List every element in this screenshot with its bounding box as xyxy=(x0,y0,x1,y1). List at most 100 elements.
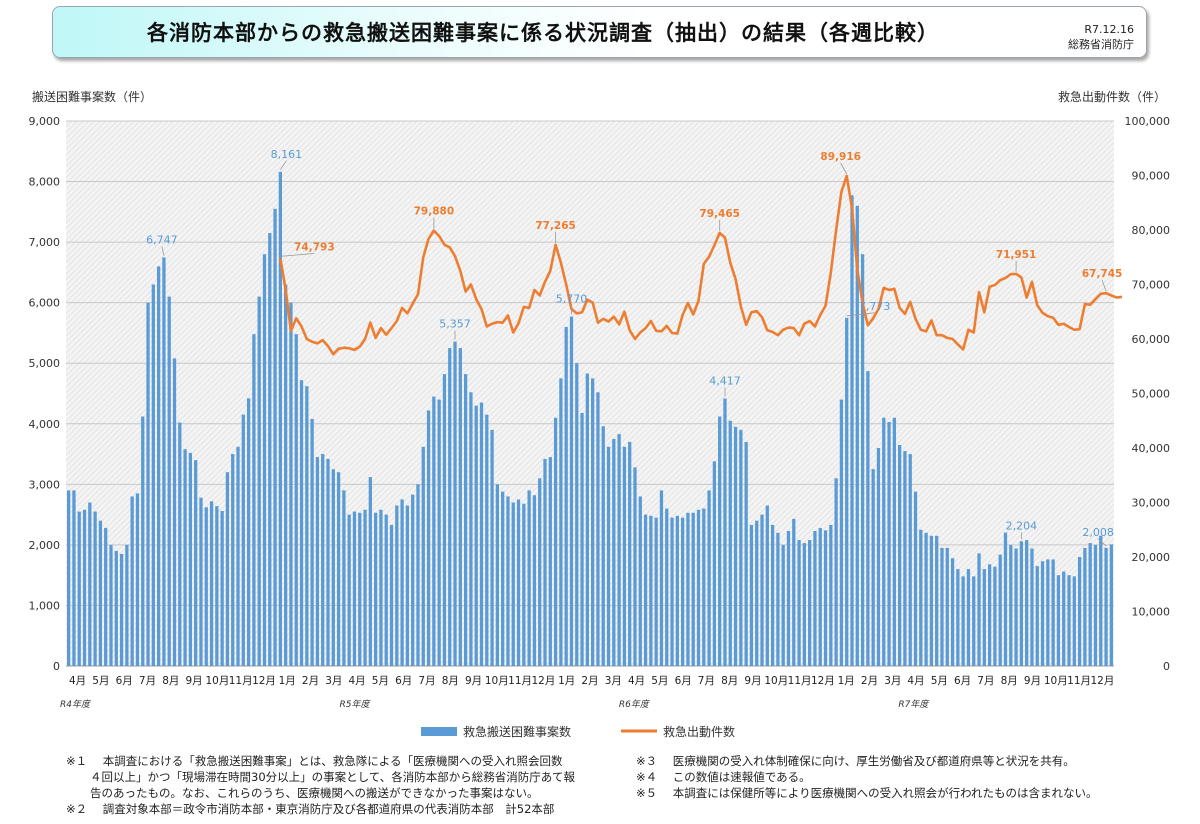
bar xyxy=(966,569,971,666)
bar xyxy=(463,374,468,666)
note-1-line-1: 本調査における「救急搬送困難事案」とは、救急隊による「医療機関への受入れ照会回数 xyxy=(102,754,563,768)
note-1-line-3: 告のあったもの。なお、これらのうち、医療機関への搬送ができなかった事案はない。 xyxy=(90,786,539,800)
bar xyxy=(220,510,224,666)
bar xyxy=(829,524,833,666)
bar xyxy=(172,358,177,666)
x-month-label: 9月 xyxy=(1024,675,1041,687)
bar xyxy=(188,452,193,666)
bar xyxy=(845,317,849,666)
bar xyxy=(532,495,537,666)
bar xyxy=(299,380,304,666)
bar xyxy=(516,499,521,666)
x-month-label: 7月 xyxy=(698,675,715,687)
bar xyxy=(432,396,436,666)
bar xyxy=(559,378,563,666)
bar xyxy=(792,518,796,666)
y-tick-left: 9,000 xyxy=(29,115,61,128)
bar xyxy=(368,477,372,666)
x-month-label: 12月 xyxy=(1090,675,1114,687)
x-month-label: 5月 xyxy=(372,675,389,687)
x-month-label: 7月 xyxy=(418,675,435,687)
annotations: 6,747 8,161 5,357 5,770 4,417 7,773 2,204 2,008… xyxy=(146,148,1123,547)
bar xyxy=(342,490,346,666)
bar xyxy=(400,499,404,666)
bar xyxy=(331,469,335,666)
bar xyxy=(760,514,764,666)
bar xyxy=(718,416,722,666)
bar xyxy=(1014,548,1018,666)
bar xyxy=(273,208,277,666)
note-1-mark: ※１ xyxy=(66,754,88,768)
line-data-label: 74,793 xyxy=(294,241,335,253)
bar xyxy=(284,284,288,666)
bar xyxy=(321,454,325,666)
bar xyxy=(744,441,748,666)
x-month-label: 8月 xyxy=(162,675,179,687)
bar xyxy=(591,378,595,666)
note-1: ※１ 本調査における「救急搬送困難事案」とは、救急隊による「医療機関への受入れ照… xyxy=(66,753,562,769)
y-tick-right: 20,000 xyxy=(1132,551,1171,564)
note-4: ※４ この数値は速報値である。 xyxy=(636,769,811,785)
x-month-label: 10月 xyxy=(485,675,509,687)
bar xyxy=(411,494,415,666)
bar xyxy=(628,441,632,666)
note-2-text: 調査対象本部＝政令市消防本部・東京消防庁及び各都道府県の代表消防本部 計52本部 xyxy=(102,802,555,816)
bar xyxy=(389,524,394,666)
x-month-label: 3月 xyxy=(884,675,901,687)
line-data-label: 71,951 xyxy=(996,249,1037,261)
title-date-block: R7.12.16 総務省消防庁 xyxy=(1068,22,1134,52)
y-tick-left: 1,000 xyxy=(29,599,61,612)
y-tick-left: 2,000 xyxy=(29,539,61,552)
bar xyxy=(919,529,923,666)
bar xyxy=(839,399,844,666)
line-data-label: 67,745 xyxy=(1082,268,1123,280)
y-tick-right: 70,000 xyxy=(1132,279,1171,292)
bar xyxy=(802,543,806,666)
bar xyxy=(680,517,685,666)
y-tick-right: 90,000 xyxy=(1132,170,1171,183)
bar xyxy=(109,544,113,666)
bar xyxy=(654,517,658,666)
bar xyxy=(278,171,282,666)
bar xyxy=(384,514,388,666)
bar-series xyxy=(67,171,1113,667)
bar xyxy=(580,412,584,666)
bar xyxy=(977,553,981,666)
bar xyxy=(982,569,986,666)
bar xyxy=(374,512,378,666)
bar xyxy=(575,363,579,666)
bar xyxy=(257,296,261,666)
x-month-label: 3月 xyxy=(325,675,342,687)
x-month-label: 6月 xyxy=(675,675,692,687)
x-month-label: 12月 xyxy=(531,675,555,687)
bar xyxy=(733,426,738,666)
bar xyxy=(882,417,886,666)
bar xyxy=(294,334,298,666)
bar xyxy=(797,540,801,666)
bar xyxy=(765,505,769,666)
bar xyxy=(606,446,611,666)
bar xyxy=(553,417,558,666)
bar xyxy=(929,535,934,666)
bar xyxy=(421,446,425,666)
line-data-label: 89,916 xyxy=(820,151,861,163)
bar xyxy=(363,509,367,666)
bar xyxy=(1109,544,1113,666)
bar-data-label: 7,773 xyxy=(859,300,891,313)
x-axis: 4月 5月 6月 7月 8月 9月 10月 11月 12月 1月 2月 3月 4月 5月 6月 7月 8月 9月 1… xyxy=(60,675,1114,710)
fiscal-year-label: R4年度 xyxy=(60,699,92,710)
x-month-label: 2月 xyxy=(861,675,878,687)
x-month-label: 6月 xyxy=(954,675,971,687)
x-month-label: 10月 xyxy=(1044,675,1068,687)
bar xyxy=(358,512,362,666)
bar xyxy=(887,421,891,666)
gridlines xyxy=(66,120,1114,667)
y-axis-right: 0 10,000 20,000 30,000 40,000 50,000 60,000 70,… xyxy=(1125,115,1171,673)
bar xyxy=(739,429,743,666)
bar-data-label: 5,357 xyxy=(439,318,471,331)
bar xyxy=(119,553,124,666)
bar xyxy=(252,334,256,666)
bar xyxy=(379,509,383,666)
y-tick-left: 8,000 xyxy=(29,176,61,189)
bar xyxy=(1009,544,1013,666)
